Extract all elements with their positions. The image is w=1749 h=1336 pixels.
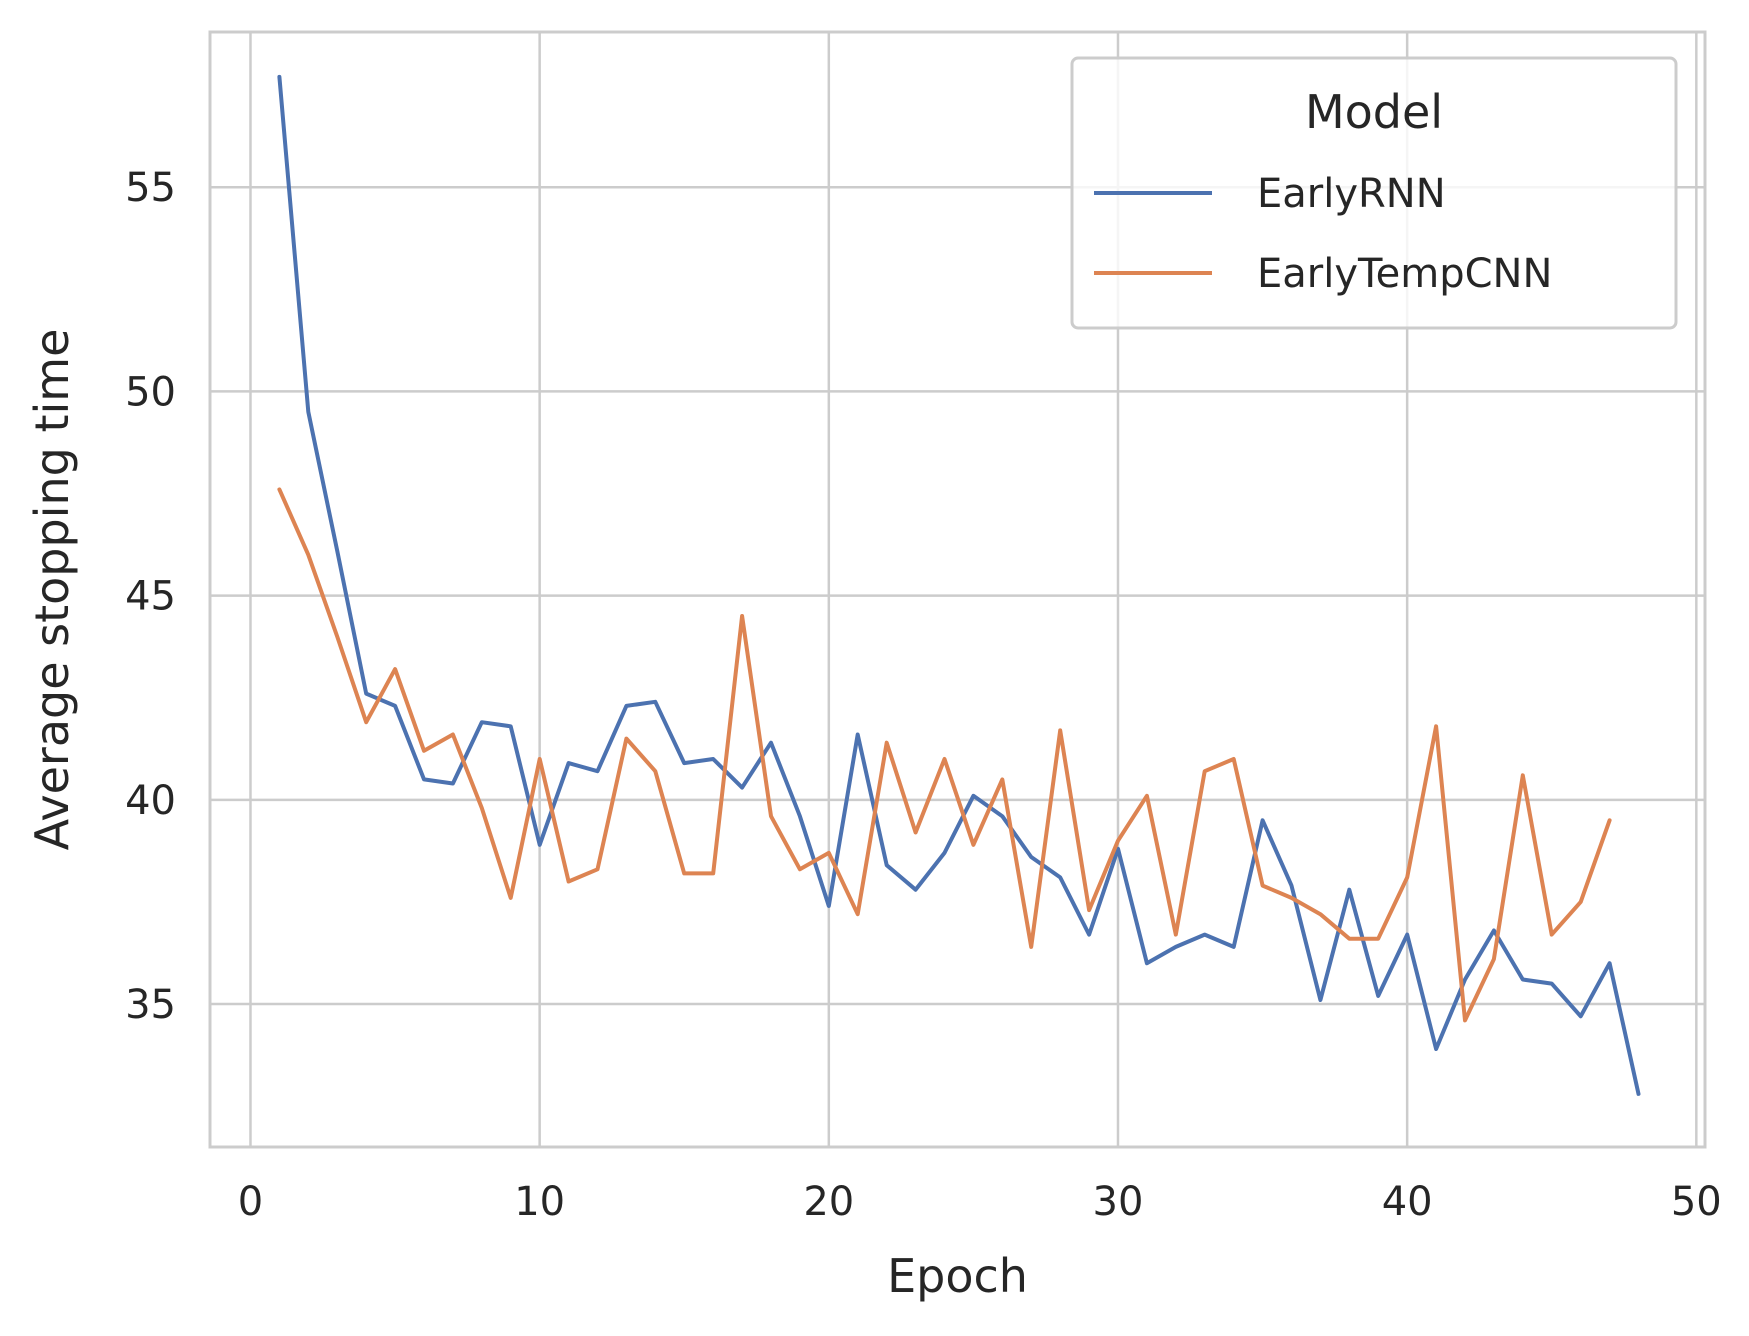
y-tick-label: 40: [125, 778, 176, 824]
x-tick-label: 30: [1093, 1179, 1144, 1225]
y-tick-label: 45: [125, 574, 176, 620]
series-layer: [277, 74, 1641, 1096]
x-tick-label: 40: [1382, 1179, 1433, 1225]
legend: Model EarlyRNN EarlyTempCNN: [1070, 56, 1678, 330]
x-axis-title: Epoch: [887, 1249, 1028, 1303]
x-tick-label: 20: [803, 1179, 854, 1225]
y-tick-label: 55: [125, 165, 176, 211]
x-tick-label: 50: [1671, 1179, 1722, 1225]
series-line-2: [277, 487, 1612, 1023]
legend-items: EarlyRNN EarlyTempCNN: [1094, 171, 1552, 297]
legend-label-1: EarlyRNN: [1257, 171, 1446, 217]
series-line-1: [277, 74, 1641, 1096]
y-axis-ticks: 35 40 45 50 55: [125, 165, 176, 1028]
legend-title: Model: [1305, 85, 1443, 139]
y-tick-label: 35: [125, 982, 176, 1028]
x-tick-label: 10: [514, 1179, 565, 1225]
legend-label-2: EarlyTempCNN: [1257, 251, 1552, 297]
plot-frame: [208, 30, 1707, 1149]
legend-box: [1070, 56, 1678, 330]
x-tick-label: 0: [238, 1179, 263, 1225]
y-axis-title: Average stopping time: [25, 329, 79, 851]
y-tick-label: 50: [125, 369, 176, 415]
x-axis-ticks: 0 10 20 30 40 50: [238, 1179, 1722, 1225]
